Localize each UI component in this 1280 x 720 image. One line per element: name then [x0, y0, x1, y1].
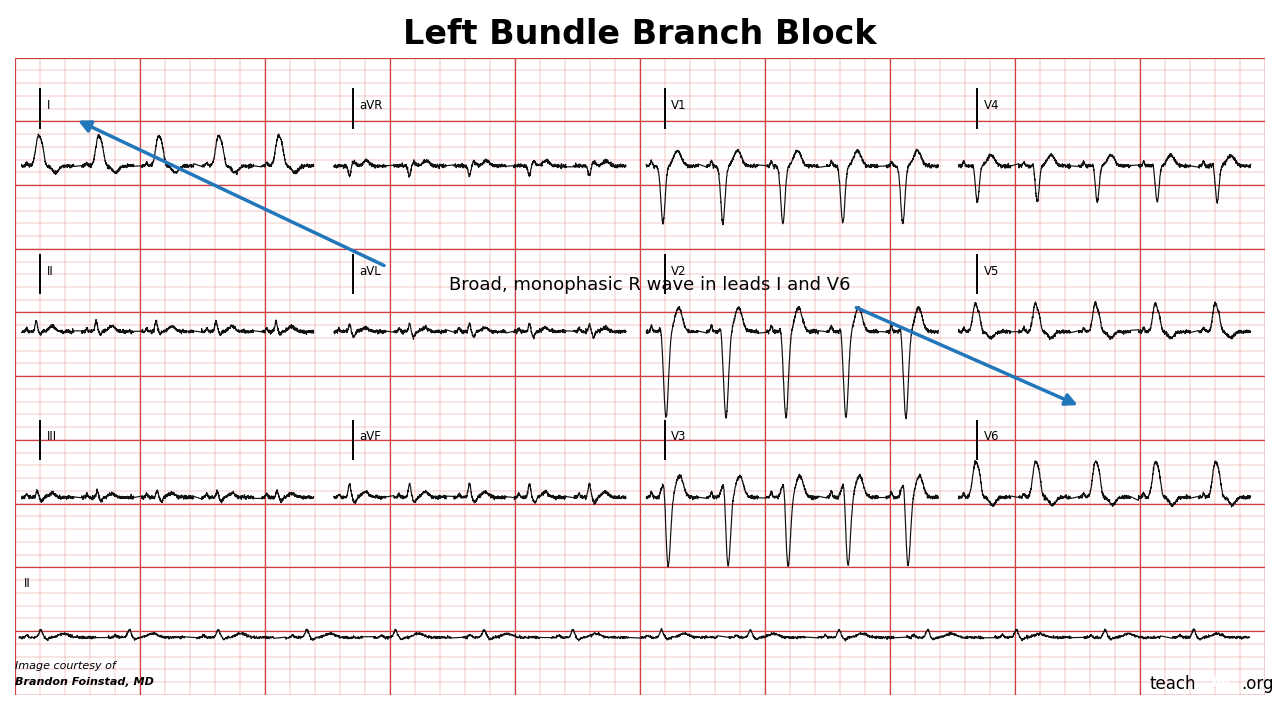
- Text: Image courtesy of: Image courtesy of: [15, 661, 116, 671]
- Text: Left Bundle Branch Block: Left Bundle Branch Block: [403, 18, 877, 51]
- Text: V1: V1: [671, 99, 687, 112]
- Text: V5: V5: [983, 264, 998, 278]
- Text: V4: V4: [983, 99, 1000, 112]
- Text: aVR: aVR: [358, 99, 383, 112]
- Text: II: II: [24, 577, 31, 590]
- Text: V2: V2: [671, 264, 687, 278]
- Text: V6: V6: [983, 431, 1000, 444]
- Text: Brandon Foinstad, MD: Brandon Foinstad, MD: [15, 677, 154, 687]
- Text: teach: teach: [1149, 675, 1196, 693]
- Text: IM: IM: [1212, 675, 1230, 689]
- Text: I: I: [46, 99, 50, 112]
- Text: .org: .org: [1242, 675, 1274, 693]
- Text: II: II: [46, 264, 54, 278]
- Text: V3: V3: [671, 431, 686, 444]
- Text: III: III: [46, 431, 56, 444]
- Text: aVL: aVL: [358, 264, 380, 278]
- Text: aVF: aVF: [358, 431, 380, 444]
- Text: Broad, monophasic R wave in leads I and V6: Broad, monophasic R wave in leads I and …: [449, 276, 850, 294]
